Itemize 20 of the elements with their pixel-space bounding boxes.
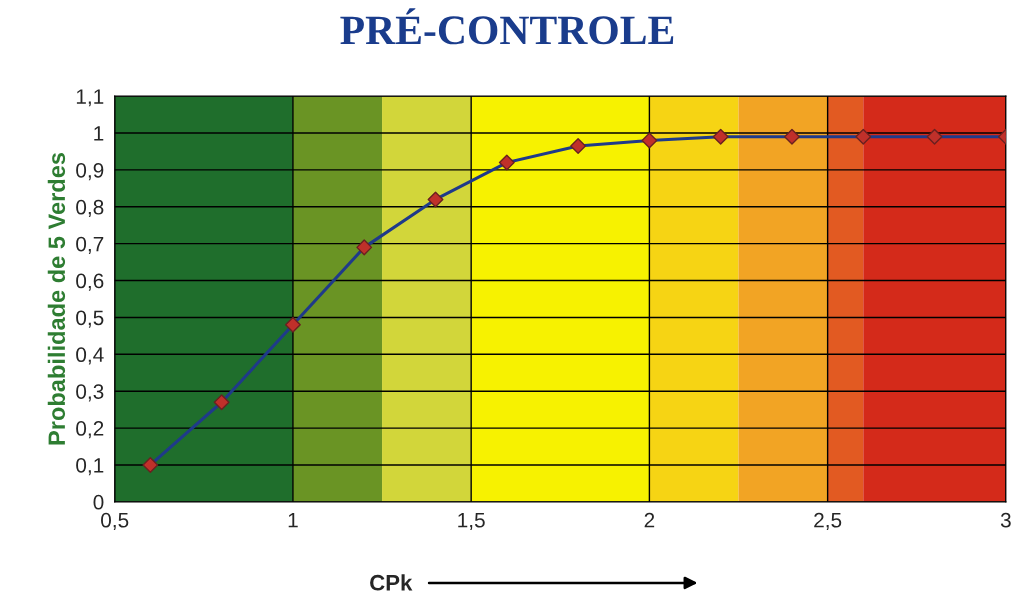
chart-title: PRÉ-CONTROLE	[340, 8, 674, 45]
y-tick-label: 0	[93, 494, 104, 510]
y-tick-label: 0,5	[76, 310, 104, 328]
y-axis-title: Probabilidade de 5 Verdes	[47, 152, 66, 445]
y-tick-label: 0,4	[76, 347, 104, 365]
y-tick-label: 0,2	[76, 421, 104, 439]
y-tick-label: 0,3	[76, 384, 104, 402]
x-tick-label: 3	[1000, 512, 1011, 528]
y-tick-label: 0,1	[76, 457, 104, 476]
y-tick-label: 1	[94, 126, 104, 141]
x-tick-label: 1,5	[458, 513, 485, 531]
y-tick-label: 1,1	[76, 89, 104, 107]
x-tick-label: 2	[644, 512, 655, 528]
y-tick-label: 0,9	[76, 162, 104, 181]
x-axis-title: CPk	[370, 574, 413, 591]
y-tick-label: 0,6	[76, 273, 104, 291]
y-tick-label: 0,7	[76, 236, 104, 254]
x-tick-label: 2,5	[814, 512, 842, 531]
x-tick-label: 1	[288, 513, 298, 528]
y-tick-label: 0,8	[76, 199, 104, 218]
